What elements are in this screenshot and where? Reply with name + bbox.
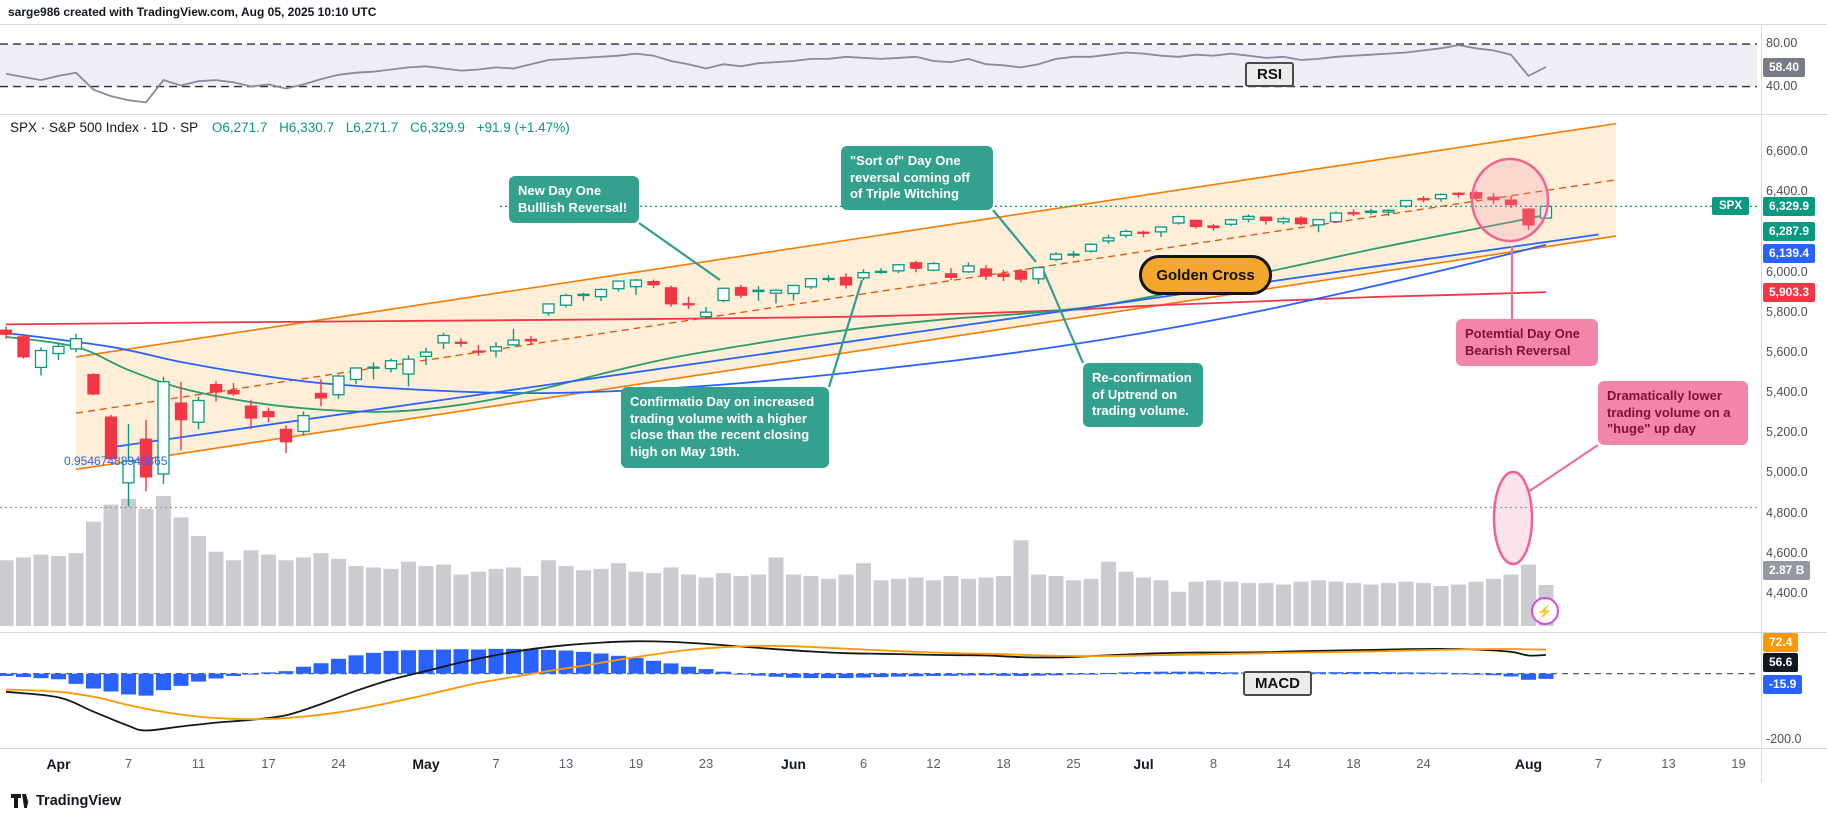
callout-low-volume[interactable]: Dramatically lower trading volume on a "…	[1598, 381, 1748, 445]
ohlc-open: O6,271.7	[211, 120, 268, 135]
emoji-marker-glyph: ⚡	[1537, 604, 1553, 620]
volume-bars	[0, 496, 1554, 626]
ohlc-low: L6,271.7	[345, 120, 399, 135]
tradingview-footer-logo[interactable]: TradingView	[10, 792, 121, 810]
attribution-text: sarge986 created with TradingView.com, A…	[8, 5, 377, 19]
macd-line	[5, 640, 1547, 732]
ma-mid-blue	[5, 243, 1547, 395]
callout-pointer-line	[827, 279, 864, 388]
callout-sort-of-day-one[interactable]: "Sort of" Day One reversal coming off of…	[841, 146, 993, 210]
highlight-ellipse	[1470, 157, 1550, 243]
callout-pointer-line	[992, 209, 1037, 263]
symbol-legend: SPX · S&P 500 Index · 1D · SP O6,271.7 H…	[10, 120, 578, 135]
emoji-marker-icon	[1531, 597, 1559, 625]
rsi-line	[5, 44, 1547, 104]
callout-pointer-line	[1527, 444, 1599, 493]
highlight-ellipse	[1492, 470, 1534, 566]
rsi-band	[0, 44, 1757, 87]
callout-pointer-line	[638, 222, 721, 281]
ma-slow-red	[5, 291, 1547, 326]
callout-pointer-line	[1042, 271, 1085, 364]
macd-label-box[interactable]: MACD	[1243, 671, 1312, 696]
support-trendline	[110, 233, 1599, 449]
trend-channel-fill	[76, 123, 1616, 470]
ohlc-close: C6,329.9	[410, 120, 465, 135]
spx-ticker-badge: SPX	[1712, 197, 1750, 215]
tradingview-logo-icon	[11, 794, 30, 808]
fib-level-value: 0.95467488943865	[64, 454, 168, 468]
tradingview-wordmark: TradingView	[36, 793, 122, 809]
callout-reconfirmation[interactable]: Re-confirmation of Uptrend on trading vo…	[1083, 363, 1203, 427]
callout-confirmation-day[interactable]: Confirmatio Day on increased trading vol…	[621, 387, 829, 468]
symbol-title: SPX · S&P 500 Index · 1D · SP	[10, 120, 199, 135]
macd-histogram	[0, 648, 1554, 696]
macd-signal-line	[5, 644, 1547, 721]
golden-cross-callout[interactable]: Golden Cross	[1139, 255, 1272, 295]
candles	[0, 190, 1553, 507]
callout-bullish-reversal[interactable]: New Day One Bulllish Reversal!	[509, 176, 639, 224]
ohlc-high: H6,330.7	[279, 120, 334, 135]
ohlc-change: +91.9 (+1.47%)	[476, 120, 570, 135]
callout-bearish-reversal[interactable]: Potemtial Day One Bearish Reversal	[1456, 319, 1598, 367]
rsi-label-box[interactable]: RSI	[1245, 62, 1295, 87]
